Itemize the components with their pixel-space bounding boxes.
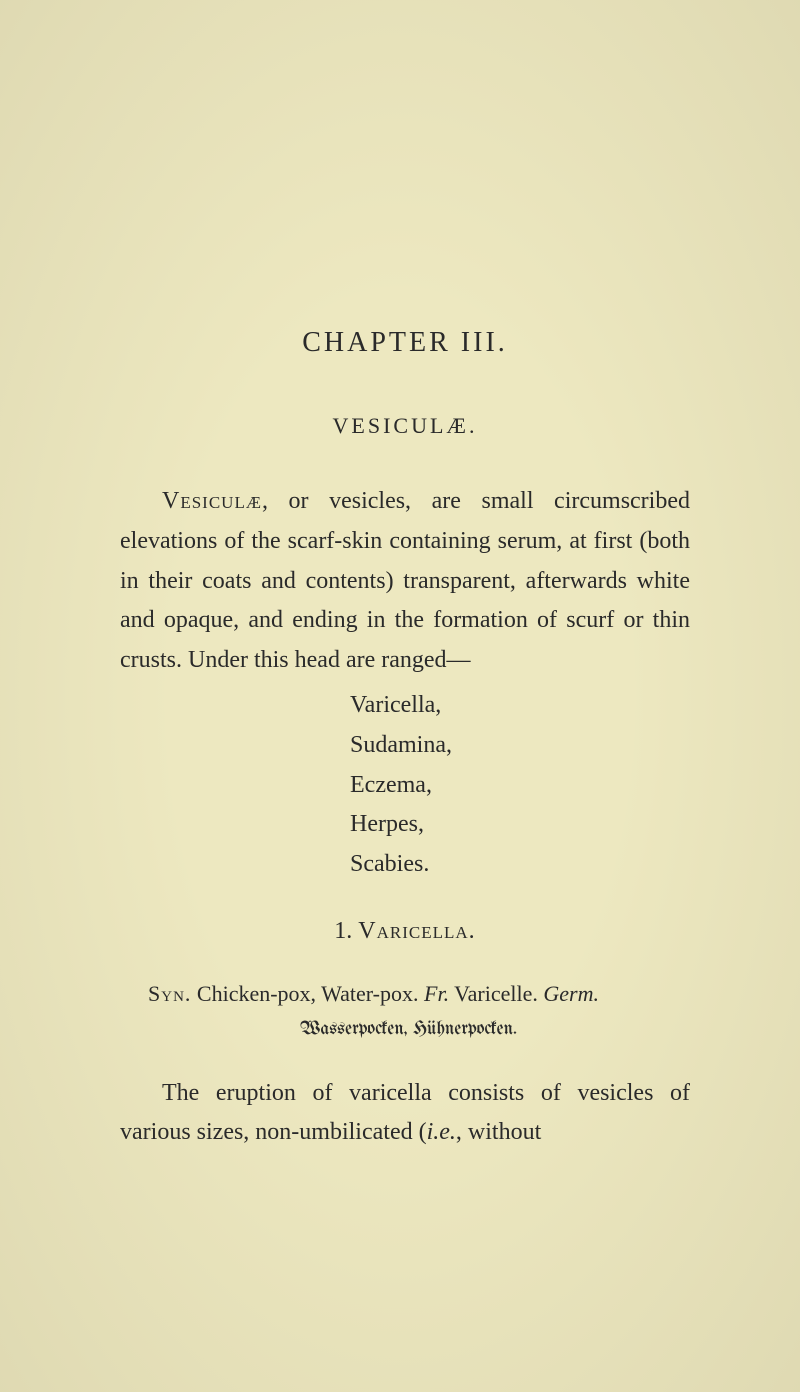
fr-text: Varicelle. bbox=[449, 981, 543, 1006]
syn-text: Chicken-pox, Water-pox. bbox=[191, 981, 424, 1006]
section-title: VESICULÆ. bbox=[120, 408, 690, 444]
subsection-heading: 1. Varicella. bbox=[120, 912, 690, 952]
chapter-title: CHAPTER III. bbox=[120, 320, 690, 366]
intro-paragraph: Vesiculæ, or vesicles, are small circums… bbox=[120, 482, 690, 680]
body-italic: i.e. bbox=[427, 1119, 456, 1145]
fr-label: Fr. bbox=[424, 981, 449, 1006]
german-line: Wasserpocken, Hühnerpocken. bbox=[300, 1014, 690, 1045]
germ-label: Germ. bbox=[543, 981, 599, 1006]
subsection-name: Varicella. bbox=[358, 918, 475, 944]
syn-label: Syn. bbox=[148, 981, 191, 1006]
intro-lead: Vesiculæ bbox=[162, 488, 262, 514]
condition-list: Varicella, Sudamina, Eczema, Herpes, Sca… bbox=[350, 686, 690, 884]
synonym-line: Syn. Chicken-pox, Water-pox. Fr. Varicel… bbox=[120, 976, 690, 1012]
body-paragraph: The eruption of varicella consists of ve… bbox=[120, 1074, 690, 1153]
list-item: Scabies. bbox=[350, 845, 690, 885]
list-item: Eczema, bbox=[350, 766, 690, 806]
body-start: The eruption of varicella consists of ve… bbox=[120, 1080, 690, 1146]
list-item: Herpes, bbox=[350, 805, 690, 845]
subsection-number: 1. bbox=[334, 918, 358, 944]
page-content: CHAPTER III. VESICULÆ. Vesiculæ, or vesi… bbox=[0, 0, 800, 1233]
list-item: Varicella, bbox=[350, 686, 690, 726]
intro-rest: , or vesicles, are small circumscribed e… bbox=[120, 488, 690, 672]
body-end: , without bbox=[456, 1119, 541, 1145]
list-item: Sudamina, bbox=[350, 726, 690, 766]
